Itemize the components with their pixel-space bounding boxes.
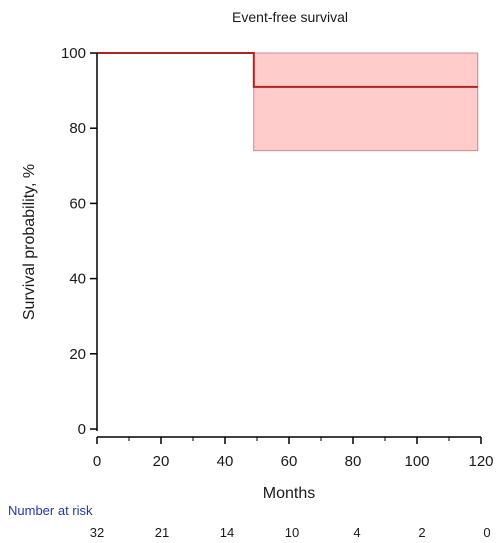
chart-title: Event-free survival — [232, 9, 348, 25]
risk-value: 14 — [220, 525, 234, 540]
y-tick-label: 0 — [78, 421, 86, 438]
y-axis-title: Survival probability, % — [21, 164, 38, 320]
confidence-band-0 — [253, 52, 479, 152]
risk-table: 32 21 14 10 4 2 0 — [90, 525, 491, 540]
risk-value: 0 — [483, 525, 490, 540]
y-tick-label: 60 — [69, 195, 86, 212]
y-tick-label: 100 — [61, 45, 86, 62]
x-tick-label: 80 — [345, 453, 362, 470]
y-tick-label: 80 — [69, 120, 86, 137]
plot-area — [97, 52, 479, 152]
y-ticks: 0 20 40 60 80 100 — [61, 45, 97, 438]
x-tick-label: 120 — [468, 453, 493, 470]
risk-value: 10 — [285, 525, 299, 540]
risk-value: 21 — [155, 525, 169, 540]
y-tick-label: 40 — [69, 271, 86, 288]
risk-value: 32 — [90, 525, 104, 540]
x-tick-label: 20 — [153, 453, 170, 470]
survival-curve-0 — [97, 52, 478, 88]
x-tick-label: 40 — [217, 453, 234, 470]
risk-value: 2 — [418, 525, 425, 540]
x-ticks: 0 20 40 60 80 100 120 — [93, 437, 494, 470]
x-tick-label: 0 — [93, 453, 101, 470]
risk-value: 4 — [353, 525, 360, 540]
x-tick-label: 60 — [281, 453, 298, 470]
risk-table-title: Number at risk — [8, 503, 93, 518]
x-tick-label: 100 — [404, 453, 429, 470]
y-tick-label: 20 — [69, 346, 86, 363]
x-axis-title: Months — [263, 485, 315, 502]
